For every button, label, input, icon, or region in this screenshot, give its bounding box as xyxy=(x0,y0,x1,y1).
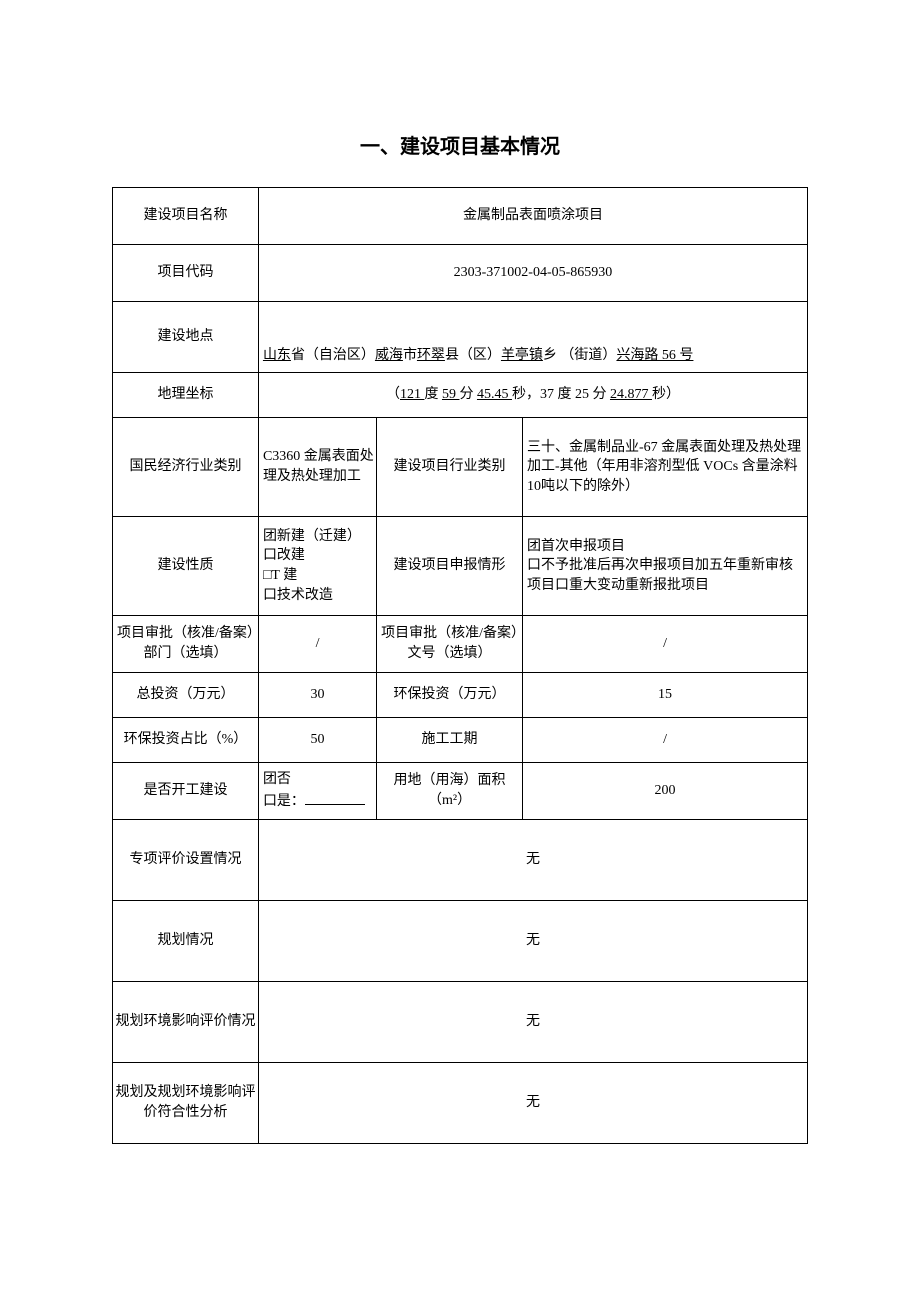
location-text: 环翠 xyxy=(417,348,445,363)
economy-label: 国民经济行业类别 xyxy=(113,418,259,517)
env-ratio-label: 环保投资占比（%） xyxy=(113,718,259,763)
checkbox-option: 团新建（迁建） xyxy=(263,527,374,547)
geo-text: 24.877 xyxy=(610,387,652,402)
land-value: 200 xyxy=(523,763,808,820)
checkbox-option: □T 建 xyxy=(263,566,374,586)
project-name-value: 金属制品表面喷涂项目 xyxy=(258,188,807,245)
plan-env-value: 无 xyxy=(258,982,807,1063)
location-text: 省（自治区） xyxy=(291,348,375,363)
geo-text: 秒） xyxy=(652,387,680,402)
land-label: 用地（用海）面积（m²） xyxy=(377,763,523,820)
location-text: 市 xyxy=(403,348,417,363)
approval-dept-label: 项目审批（核准/备案）部门（选填） xyxy=(113,616,259,673)
checkbox-option: 团否 xyxy=(263,770,374,790)
table-row: 地理坐标 （121 度 59 分 45.45 秒，37 度 25 分 24.87… xyxy=(113,373,808,418)
checkbox-option: 团首次申报项目 xyxy=(527,537,805,557)
page-title: 一、建设项目基本情况 xyxy=(112,130,808,159)
declare-label: 建设项目申报情形 xyxy=(377,517,523,616)
location-value: 山东省（自治区）威海市环翠县（区）羊亭镇乡 （街道）兴海路 56 号 xyxy=(258,302,807,373)
economy-value: C3360 金属表面处理及热处理加工 xyxy=(258,418,376,517)
special-value: 无 xyxy=(258,820,807,901)
approval-dept-value: / xyxy=(258,616,376,673)
project-name-label: 建设项目名称 xyxy=(113,188,259,245)
table-row: 建设性质 团新建（迁建） 口改建 □T 建 口技术改造 建设项目申报情形 团首次… xyxy=(113,517,808,616)
table-row: 建设地点 山东省（自治区）威海市环翠县（区）羊亭镇乡 （街道）兴海路 56 号 xyxy=(113,302,808,373)
location-text: 乡 （街道） xyxy=(543,348,617,363)
table-row: 规划及规划环境影响评价符合性分析 无 xyxy=(113,1063,808,1144)
location-text: 羊亭镇 xyxy=(501,348,543,363)
declare-value: 团首次申报项目 口不予批准后再次申报项目加五年重新审核项目口重大变动重新报批项目 xyxy=(523,517,808,616)
approval-no-value: / xyxy=(523,616,808,673)
location-text: 山东 xyxy=(263,348,291,363)
plan-value: 无 xyxy=(258,901,807,982)
plan-conform-label: 规划及规划环境影响评价符合性分析 xyxy=(113,1063,259,1144)
geo-text: （ xyxy=(386,387,400,402)
geo-text: 分 xyxy=(459,387,477,402)
table-row: 专项评价设置情况 无 xyxy=(113,820,808,901)
location-text: 兴海路 56 号 xyxy=(616,348,693,363)
approval-no-label: 项目审批（核准/备案）文号（选填） xyxy=(377,616,523,673)
env-invest-label: 环保投资（万元） xyxy=(377,673,523,718)
geo-text: 度 xyxy=(424,387,442,402)
checkbox-option: 口技术改造 xyxy=(263,586,374,606)
geo-label: 地理坐标 xyxy=(113,373,259,418)
total-invest-label: 总投资（万元） xyxy=(113,673,259,718)
table-row: 国民经济行业类别 C3360 金属表面处理及热处理加工 建设项目行业类别 三十、… xyxy=(113,418,808,517)
table-row: 项目审批（核准/备案）部门（选填） / 项目审批（核准/备案）文号（选填） / xyxy=(113,616,808,673)
geo-text: 121 xyxy=(400,387,425,402)
checkbox-option: 口不予批准后再次申报项目加五年重新审核项目口重大变动重新报批项目 xyxy=(527,556,805,595)
geo-value: （121 度 59 分 45.45 秒，37 度 25 分 24.877 秒） xyxy=(258,373,807,418)
project-code-label: 项目代码 xyxy=(113,245,259,302)
table-row: 建设项目名称 金属制品表面喷涂项目 xyxy=(113,188,808,245)
plan-env-label: 规划环境影响评价情况 xyxy=(113,982,259,1063)
table-row: 规划环境影响评价情况 无 xyxy=(113,982,808,1063)
geo-text: 秒，37 度 25 分 xyxy=(512,387,610,402)
table-row: 项目代码 2303-371002-04-05-865930 xyxy=(113,245,808,302)
geo-text: 45.45 xyxy=(477,387,512,402)
total-invest-value: 30 xyxy=(258,673,376,718)
table-row: 环保投资占比（%） 50 施工工期 / xyxy=(113,718,808,763)
nature-label: 建设性质 xyxy=(113,517,259,616)
table-row: 总投资（万元） 30 环保投资（万元） 15 xyxy=(113,673,808,718)
industry-value: 三十、金属制品业-67 金属表面处理及热处理加工-其他（年用非溶剂型低 VOCs… xyxy=(523,418,808,517)
basic-info-table: 建设项目名称 金属制品表面喷涂项目 项目代码 2303-371002-04-05… xyxy=(112,187,808,1144)
location-label: 建设地点 xyxy=(113,302,259,373)
env-ratio-value: 50 xyxy=(258,718,376,763)
special-label: 专项评价设置情况 xyxy=(113,820,259,901)
checkbox-option: 口改建 xyxy=(263,546,374,566)
location-text: 县（区） xyxy=(445,348,501,363)
document-page: 一、建设项目基本情况 建设项目名称 金属制品表面喷涂项目 项目代码 2303-3… xyxy=(0,0,920,1204)
location-text: 威海 xyxy=(375,348,403,363)
duration-value: / xyxy=(523,718,808,763)
checkbox-option: 口是： xyxy=(263,790,374,812)
table-row: 规划情况 无 xyxy=(113,901,808,982)
started-label: 是否开工建设 xyxy=(113,763,259,820)
plan-conform-value: 无 xyxy=(258,1063,807,1144)
started-value: 团否 口是： xyxy=(258,763,376,820)
table-row: 是否开工建设 团否 口是： 用地（用海）面积（m²） 200 xyxy=(113,763,808,820)
project-code-value: 2303-371002-04-05-865930 xyxy=(258,245,807,302)
nature-value: 团新建（迁建） 口改建 □T 建 口技术改造 xyxy=(258,517,376,616)
duration-label: 施工工期 xyxy=(377,718,523,763)
geo-text: 59 xyxy=(442,387,460,402)
env-invest-value: 15 xyxy=(523,673,808,718)
plan-label: 规划情况 xyxy=(113,901,259,982)
industry-label: 建设项目行业类别 xyxy=(377,418,523,517)
